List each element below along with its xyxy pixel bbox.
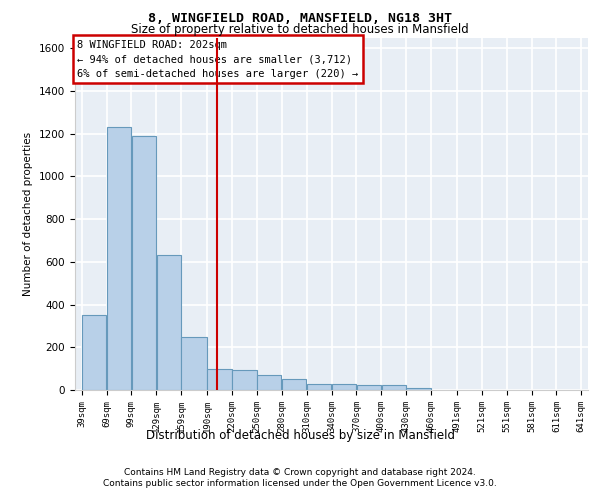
Bar bbox=[181, 336, 207, 390]
Bar bbox=[382, 384, 406, 390]
Bar bbox=[307, 384, 331, 390]
Text: 8, WINGFIELD ROAD, MANSFIELD, NG18 3HT: 8, WINGFIELD ROAD, MANSFIELD, NG18 3HT bbox=[148, 12, 452, 26]
Bar bbox=[332, 384, 356, 390]
Text: Contains public sector information licensed under the Open Government Licence v3: Contains public sector information licen… bbox=[103, 480, 497, 488]
Bar bbox=[356, 384, 381, 390]
Bar bbox=[131, 136, 156, 390]
Bar bbox=[157, 256, 181, 390]
Y-axis label: Number of detached properties: Number of detached properties bbox=[23, 132, 34, 296]
Bar bbox=[107, 127, 131, 390]
Text: 8 WINGFIELD ROAD: 202sqm
← 94% of detached houses are smaller (3,712)
6% of semi: 8 WINGFIELD ROAD: 202sqm ← 94% of detach… bbox=[77, 40, 359, 79]
Text: Distribution of detached houses by size in Mansfield: Distribution of detached houses by size … bbox=[146, 428, 455, 442]
Bar bbox=[207, 368, 232, 390]
Bar bbox=[232, 370, 257, 390]
Bar bbox=[282, 380, 307, 390]
Bar bbox=[82, 315, 106, 390]
Text: Contains HM Land Registry data © Crown copyright and database right 2024.: Contains HM Land Registry data © Crown c… bbox=[124, 468, 476, 477]
Bar bbox=[257, 375, 281, 390]
Text: Size of property relative to detached houses in Mansfield: Size of property relative to detached ho… bbox=[131, 22, 469, 36]
Bar bbox=[406, 388, 431, 390]
